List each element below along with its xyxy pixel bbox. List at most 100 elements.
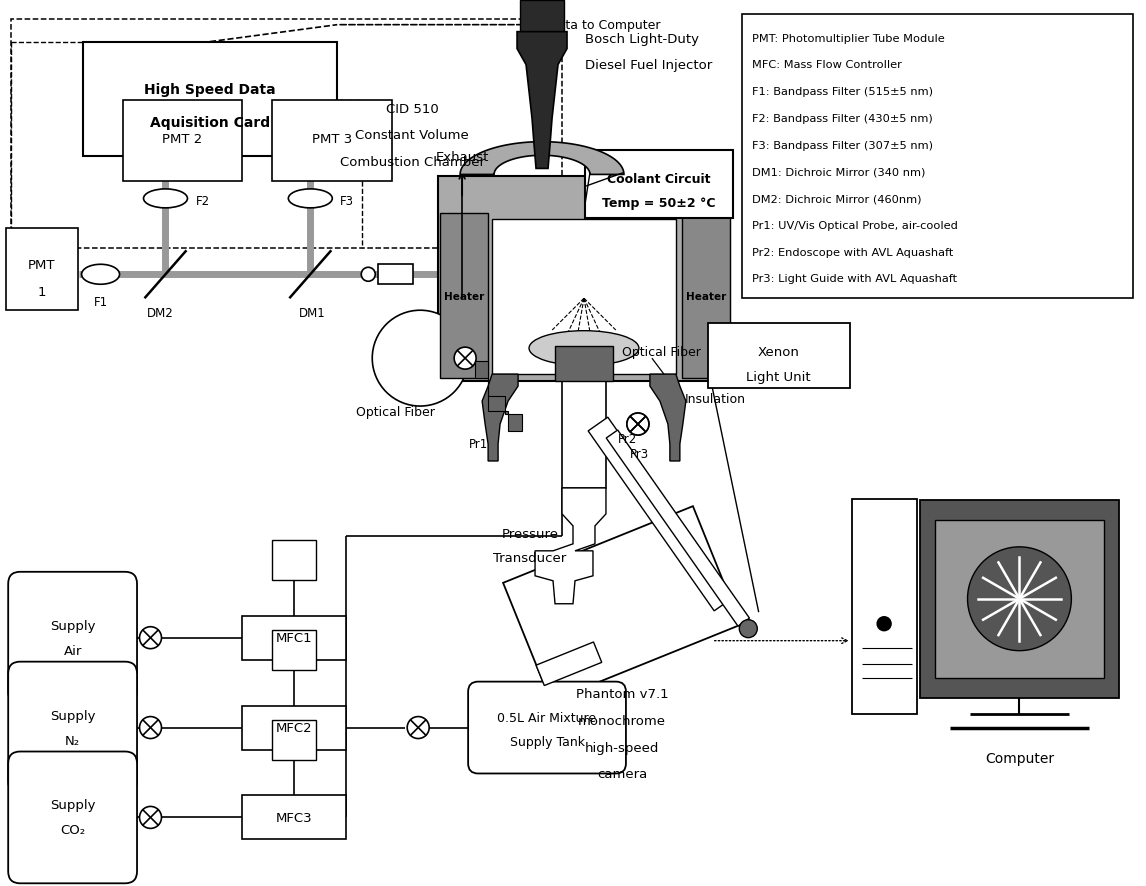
Circle shape: [140, 627, 162, 649]
Text: monochrome: monochrome: [578, 714, 666, 727]
Text: MFC: Mass Flow Controller: MFC: Mass Flow Controller: [752, 60, 902, 70]
Polygon shape: [535, 488, 606, 604]
Text: Computer: Computer: [984, 750, 1054, 765]
FancyBboxPatch shape: [8, 572, 138, 703]
Text: high-speed: high-speed: [584, 742, 659, 754]
Polygon shape: [482, 375, 518, 462]
Bar: [273, 540, 316, 580]
Text: PMT 3: PMT 3: [312, 133, 353, 146]
Text: Heater: Heater: [444, 291, 485, 302]
Ellipse shape: [81, 265, 119, 285]
Polygon shape: [517, 33, 567, 169]
Bar: [438, 177, 730, 382]
Circle shape: [372, 311, 468, 407]
Text: Supply: Supply: [50, 619, 95, 632]
Text: DM1: Dichroic Mirror (340 nm): DM1: Dichroic Mirror (340 nm): [752, 167, 925, 177]
Text: DM1: DM1: [299, 307, 325, 319]
Text: MFC1: MFC1: [276, 632, 313, 644]
Text: Light Unit: Light Unit: [746, 370, 811, 383]
Bar: [584, 152, 732, 219]
Bar: [243, 706, 346, 750]
Bar: [492, 220, 676, 375]
Bar: [6, 229, 78, 311]
Circle shape: [627, 414, 649, 436]
Text: F2: F2: [196, 195, 210, 207]
Text: CO₂: CO₂: [60, 823, 85, 836]
Text: DM2: Dichroic Mirror (460nm): DM2: Dichroic Mirror (460nm): [752, 194, 921, 204]
Text: Supply: Supply: [50, 709, 95, 722]
Text: High Speed Data: High Speed Data: [144, 82, 276, 97]
Text: Phantom v7.1: Phantom v7.1: [575, 688, 668, 700]
Text: F1: Bandpass Filter (515±5 nm): F1: Bandpass Filter (515±5 nm): [752, 87, 933, 97]
Text: Pr2: Endoscope with AVL Aquashaft: Pr2: Endoscope with AVL Aquashaft: [752, 247, 953, 258]
Circle shape: [627, 414, 649, 436]
Text: Data to Computer: Data to Computer: [548, 19, 660, 32]
Text: Pr3: Light Guide with AVL Aquashaft: Pr3: Light Guide with AVL Aquashaft: [752, 274, 957, 284]
Text: F3: Bandpass Filter (307±5 nm): F3: Bandpass Filter (307±5 nm): [752, 141, 933, 151]
Bar: [273, 719, 316, 759]
Polygon shape: [503, 507, 740, 702]
Text: Bosch Light-Duty: Bosch Light-Duty: [584, 33, 699, 46]
Bar: [243, 796, 346, 839]
Bar: [682, 214, 730, 378]
Circle shape: [140, 806, 162, 828]
Text: Optical Fiber: Optical Fiber: [622, 346, 701, 358]
Text: F2: Bandpass Filter (430±5 nm): F2: Bandpass Filter (430±5 nm): [752, 113, 933, 124]
Text: Aquisition Card: Aquisition Card: [150, 115, 270, 129]
Text: Pr2: Pr2: [618, 432, 637, 445]
Bar: [919, 501, 1120, 698]
Text: Insulation: Insulation: [685, 392, 746, 405]
Text: Pr3: Pr3: [630, 448, 649, 461]
Bar: [562, 361, 606, 488]
Bar: [273, 100, 392, 183]
Text: Pr1: Pr1: [469, 438, 488, 451]
Circle shape: [967, 548, 1072, 651]
Bar: [83, 43, 337, 158]
Text: Combustion Chamber: Combustion Chamber: [339, 156, 485, 168]
Text: Optical Fiber: Optical Fiber: [355, 405, 434, 418]
Bar: [708, 323, 849, 389]
Text: N₂: N₂: [65, 734, 80, 747]
Polygon shape: [650, 375, 685, 462]
Bar: [440, 214, 488, 378]
Bar: [123, 100, 243, 183]
Circle shape: [140, 717, 162, 739]
Circle shape: [454, 348, 476, 369]
Text: 1: 1: [38, 285, 46, 299]
Circle shape: [361, 268, 375, 282]
Text: Air: Air: [63, 644, 81, 657]
Circle shape: [877, 617, 892, 631]
Text: Pr1: UV/Vis Optical Probe, air-cooled: Pr1: UV/Vis Optical Probe, air-cooled: [752, 221, 958, 230]
Text: Xenon: Xenon: [758, 346, 800, 358]
Bar: [851, 500, 917, 714]
Text: CID 510: CID 510: [386, 103, 439, 116]
Bar: [555, 346, 613, 382]
Text: DM2: DM2: [147, 307, 174, 319]
FancyBboxPatch shape: [8, 751, 138, 883]
Text: Coolant Circuit: Coolant Circuit: [607, 173, 711, 186]
Text: Heater: Heater: [685, 291, 725, 302]
Bar: [520, 1, 564, 33]
Text: camera: camera: [597, 767, 647, 780]
Text: Diesel Fuel Injector: Diesel Fuel Injector: [584, 59, 712, 72]
Polygon shape: [588, 417, 733, 611]
Ellipse shape: [143, 190, 188, 208]
Circle shape: [407, 717, 429, 739]
Text: F1: F1: [94, 295, 108, 308]
FancyBboxPatch shape: [8, 662, 138, 794]
Polygon shape: [461, 143, 623, 175]
Text: PMT 2: PMT 2: [163, 133, 203, 146]
Circle shape: [739, 620, 758, 638]
Text: F3: F3: [340, 195, 354, 207]
Bar: [10, 19, 562, 249]
Text: PMT: PMT: [28, 259, 55, 271]
Polygon shape: [606, 431, 749, 626]
Ellipse shape: [289, 190, 332, 208]
Text: 0.5L Air Mixture: 0.5L Air Mixture: [497, 711, 597, 724]
Ellipse shape: [529, 331, 639, 366]
Polygon shape: [476, 361, 523, 431]
Text: Supply Tank: Supply Tank: [510, 735, 584, 748]
Text: MFC3: MFC3: [276, 811, 313, 824]
Bar: [741, 15, 1133, 299]
Bar: [378, 265, 414, 285]
